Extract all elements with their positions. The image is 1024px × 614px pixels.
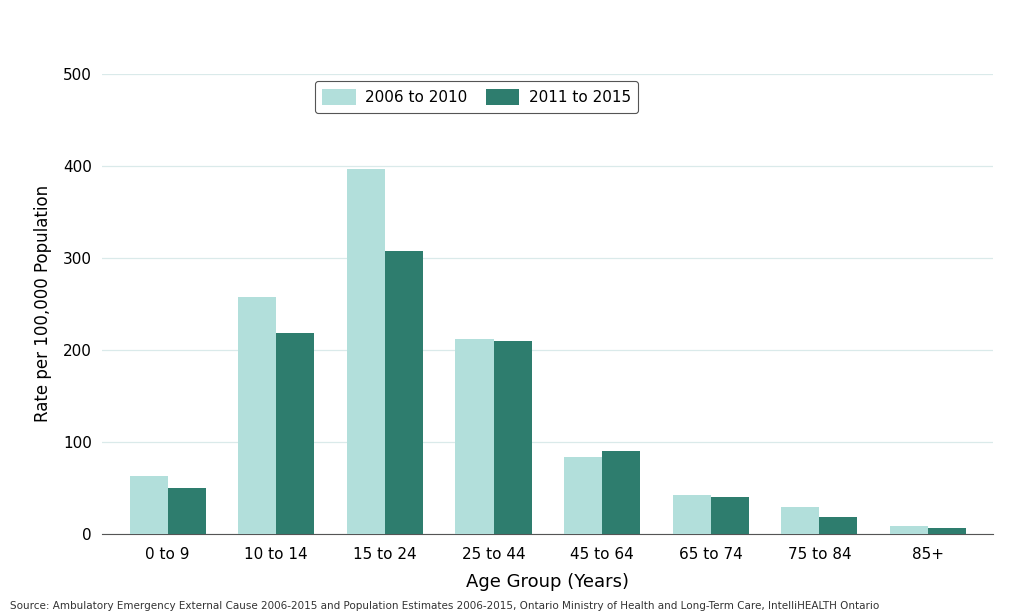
Bar	[130, 476, 168, 534]
Bar	[928, 527, 966, 534]
Bar	[168, 488, 206, 534]
Bar	[890, 526, 928, 534]
Bar	[781, 507, 819, 534]
Legend: 2006 to 2010, 2011 to 2015: 2006 to 2010, 2011 to 2015	[314, 81, 638, 112]
Bar	[385, 251, 423, 534]
Text: Source: Ambulatory Emergency External Cause 2006-2015 and Population Estimates 2: Source: Ambulatory Emergency External Ca…	[10, 601, 880, 611]
Bar	[347, 168, 385, 534]
Bar	[239, 297, 276, 534]
Bar	[276, 333, 314, 534]
Bar	[456, 339, 494, 534]
Bar	[494, 341, 531, 534]
Bar	[711, 497, 749, 534]
X-axis label: Age Group (Years): Age Group (Years)	[466, 573, 630, 591]
Y-axis label: Rate per 100,000 Population: Rate per 100,000 Population	[34, 185, 52, 422]
Bar	[602, 451, 640, 534]
Bar	[819, 516, 857, 534]
Bar	[564, 457, 602, 534]
Bar	[673, 495, 711, 534]
